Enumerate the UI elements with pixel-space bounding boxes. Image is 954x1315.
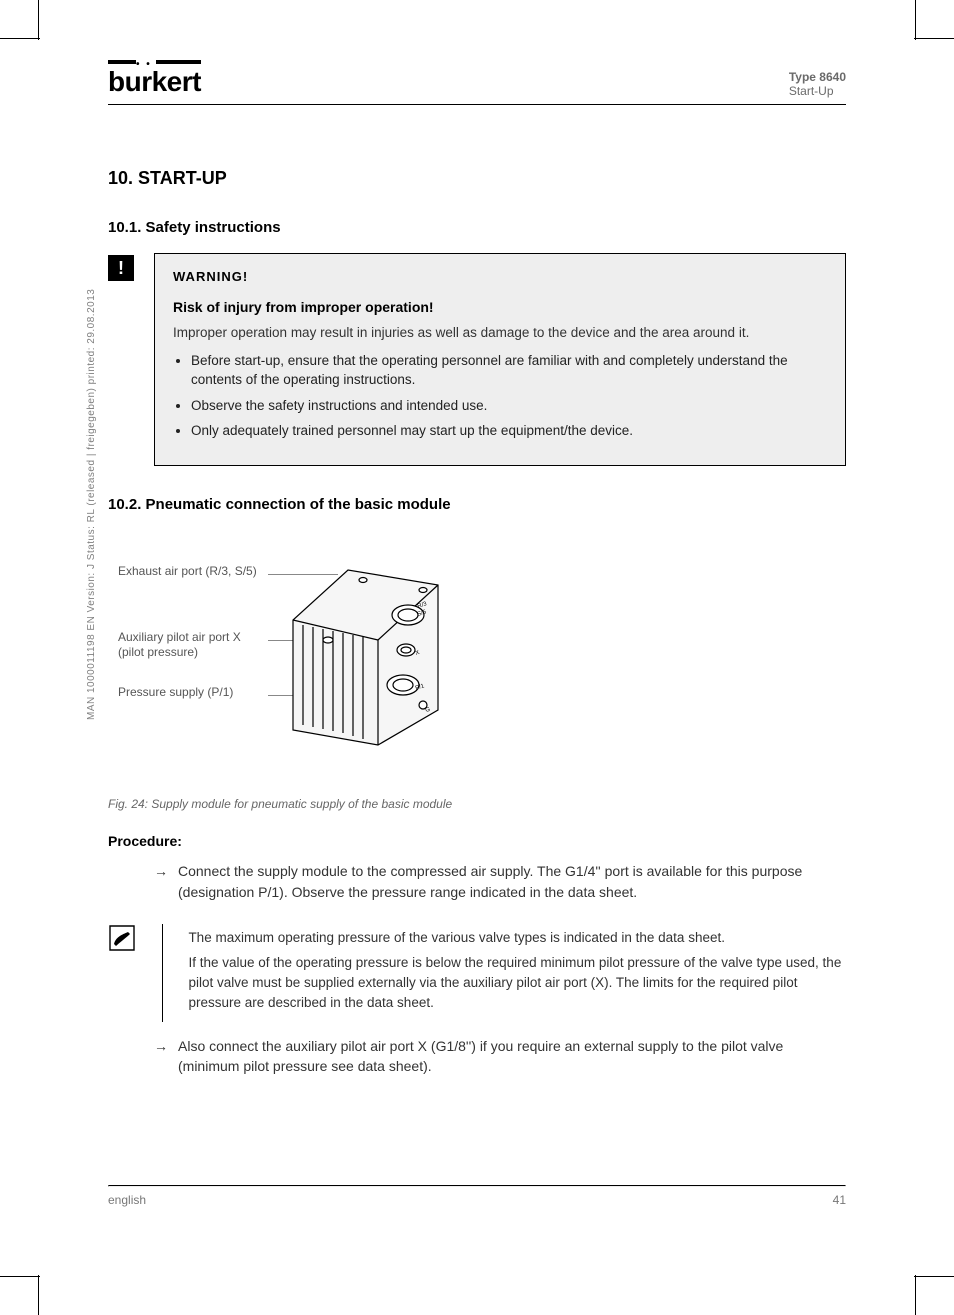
figure-illustration: R/3 S/5 X P/1 G xyxy=(268,530,468,760)
figure-caption: Fig. 24: Supply module for pneumatic sup… xyxy=(108,796,846,813)
section-number: 10. xyxy=(108,168,133,188)
callout-exhaust: Exhaust air port (R/3, S/5) xyxy=(118,564,268,580)
crop-mark xyxy=(914,38,954,39)
crop-mark xyxy=(0,38,40,39)
footer-divider xyxy=(108,1185,846,1187)
subsection-number: 10.1. xyxy=(108,219,141,236)
subsection-title: Safety instructions xyxy=(146,219,281,236)
breadcrumb-label: Start-Up xyxy=(789,84,834,98)
callout-label: Exhaust air port (R/3, S/5) xyxy=(118,564,257,578)
page-content: • • burkert Type 8640 Start-Up 10. START… xyxy=(108,60,846,1215)
note-body: The maximum operating pressure of the va… xyxy=(188,924,846,1022)
note-line: If the value of the operating pressure i… xyxy=(188,953,846,1012)
callout-aux-pilot: Auxiliary pilot air port X (pilot pressu… xyxy=(118,630,268,661)
callout-pressure-supply: Pressure supply (P/1) xyxy=(118,685,268,701)
warning-list: Before start-up, ensure that the operati… xyxy=(173,351,827,441)
warning-item: Only adequately trained personnel may st… xyxy=(191,421,827,441)
procedure-step-text: Also connect the auxiliary pilot air por… xyxy=(178,1036,846,1077)
subsection-number: 10.2. xyxy=(108,496,141,513)
warning-headline: Risk of injury from improper operation! xyxy=(173,297,827,317)
hand-note-icon xyxy=(108,924,136,952)
warning-intro: Improper operation may result in injurie… xyxy=(173,323,827,343)
arrow-icon: → xyxy=(154,1036,168,1077)
crop-mark xyxy=(38,1275,39,1315)
subsection-title: Pneumatic connection of the basic module xyxy=(146,496,451,513)
brand-logo: • • burkert xyxy=(108,60,846,98)
procedure-title: Procedure: xyxy=(108,831,846,851)
crop-mark xyxy=(38,0,39,40)
note-line: The maximum operating pressure of the va… xyxy=(188,928,846,948)
note-block: The maximum operating pressure of the va… xyxy=(108,924,846,1022)
arrow-icon: → xyxy=(154,861,168,902)
subsection-heading: 10.1. Safety instructions xyxy=(108,217,846,239)
footer-page-number: 41 xyxy=(833,1193,846,1207)
header-divider xyxy=(108,104,846,105)
logo-text: • • burkert xyxy=(108,60,201,98)
warning-item: Before start-up, ensure that the operati… xyxy=(191,351,827,390)
crop-mark xyxy=(0,1276,40,1277)
procedure-block: → Also connect the auxiliary pilot air p… xyxy=(108,1036,846,1077)
header-breadcrumb: Type 8640 Start-Up xyxy=(789,70,846,98)
product-code: Type 8640 xyxy=(789,70,846,84)
warning-item: Observe the safety instructions and inte… xyxy=(191,396,827,416)
procedure-step: → Connect the supply module to the compr… xyxy=(154,861,846,902)
callout-label: Auxiliary pilot air port X (pilot pressu… xyxy=(118,630,241,660)
figure-callouts: Exhaust air port (R/3, S/5) Auxiliary pi… xyxy=(108,530,268,790)
figure-block: Exhaust air port (R/3, S/5) Auxiliary pi… xyxy=(108,530,846,790)
side-meta-text: MAN 1000011198 EN Version: J Status: RL … xyxy=(86,289,97,720)
warning-icon: ! xyxy=(108,255,134,281)
section-title: START-UP xyxy=(138,168,227,188)
warning-box: WARNING! Risk of injury from improper op… xyxy=(154,253,846,466)
crop-mark xyxy=(915,0,916,40)
warning-block: ! WARNING! Risk of injury from improper … xyxy=(108,253,846,466)
crop-mark xyxy=(915,1275,916,1315)
procedure-block: Procedure: → Connect the supply module t… xyxy=(108,831,846,902)
callout-label: Pressure supply (P/1) xyxy=(118,685,233,699)
crop-mark xyxy=(914,1276,954,1277)
section-heading: 10. START-UP xyxy=(108,165,846,191)
page-footer: english 41 xyxy=(108,1193,846,1207)
subsection-heading: 10.2. Pneumatic connection of the basic … xyxy=(108,494,846,516)
procedure-step: → Also connect the auxiliary pilot air p… xyxy=(154,1036,846,1077)
footer-language: english xyxy=(108,1193,146,1207)
body-content: 10. START-UP 10.1. Safety instructions !… xyxy=(108,165,846,1077)
warning-label: WARNING! xyxy=(173,268,827,287)
procedure-step-text: Connect the supply module to the compres… xyxy=(178,861,846,902)
